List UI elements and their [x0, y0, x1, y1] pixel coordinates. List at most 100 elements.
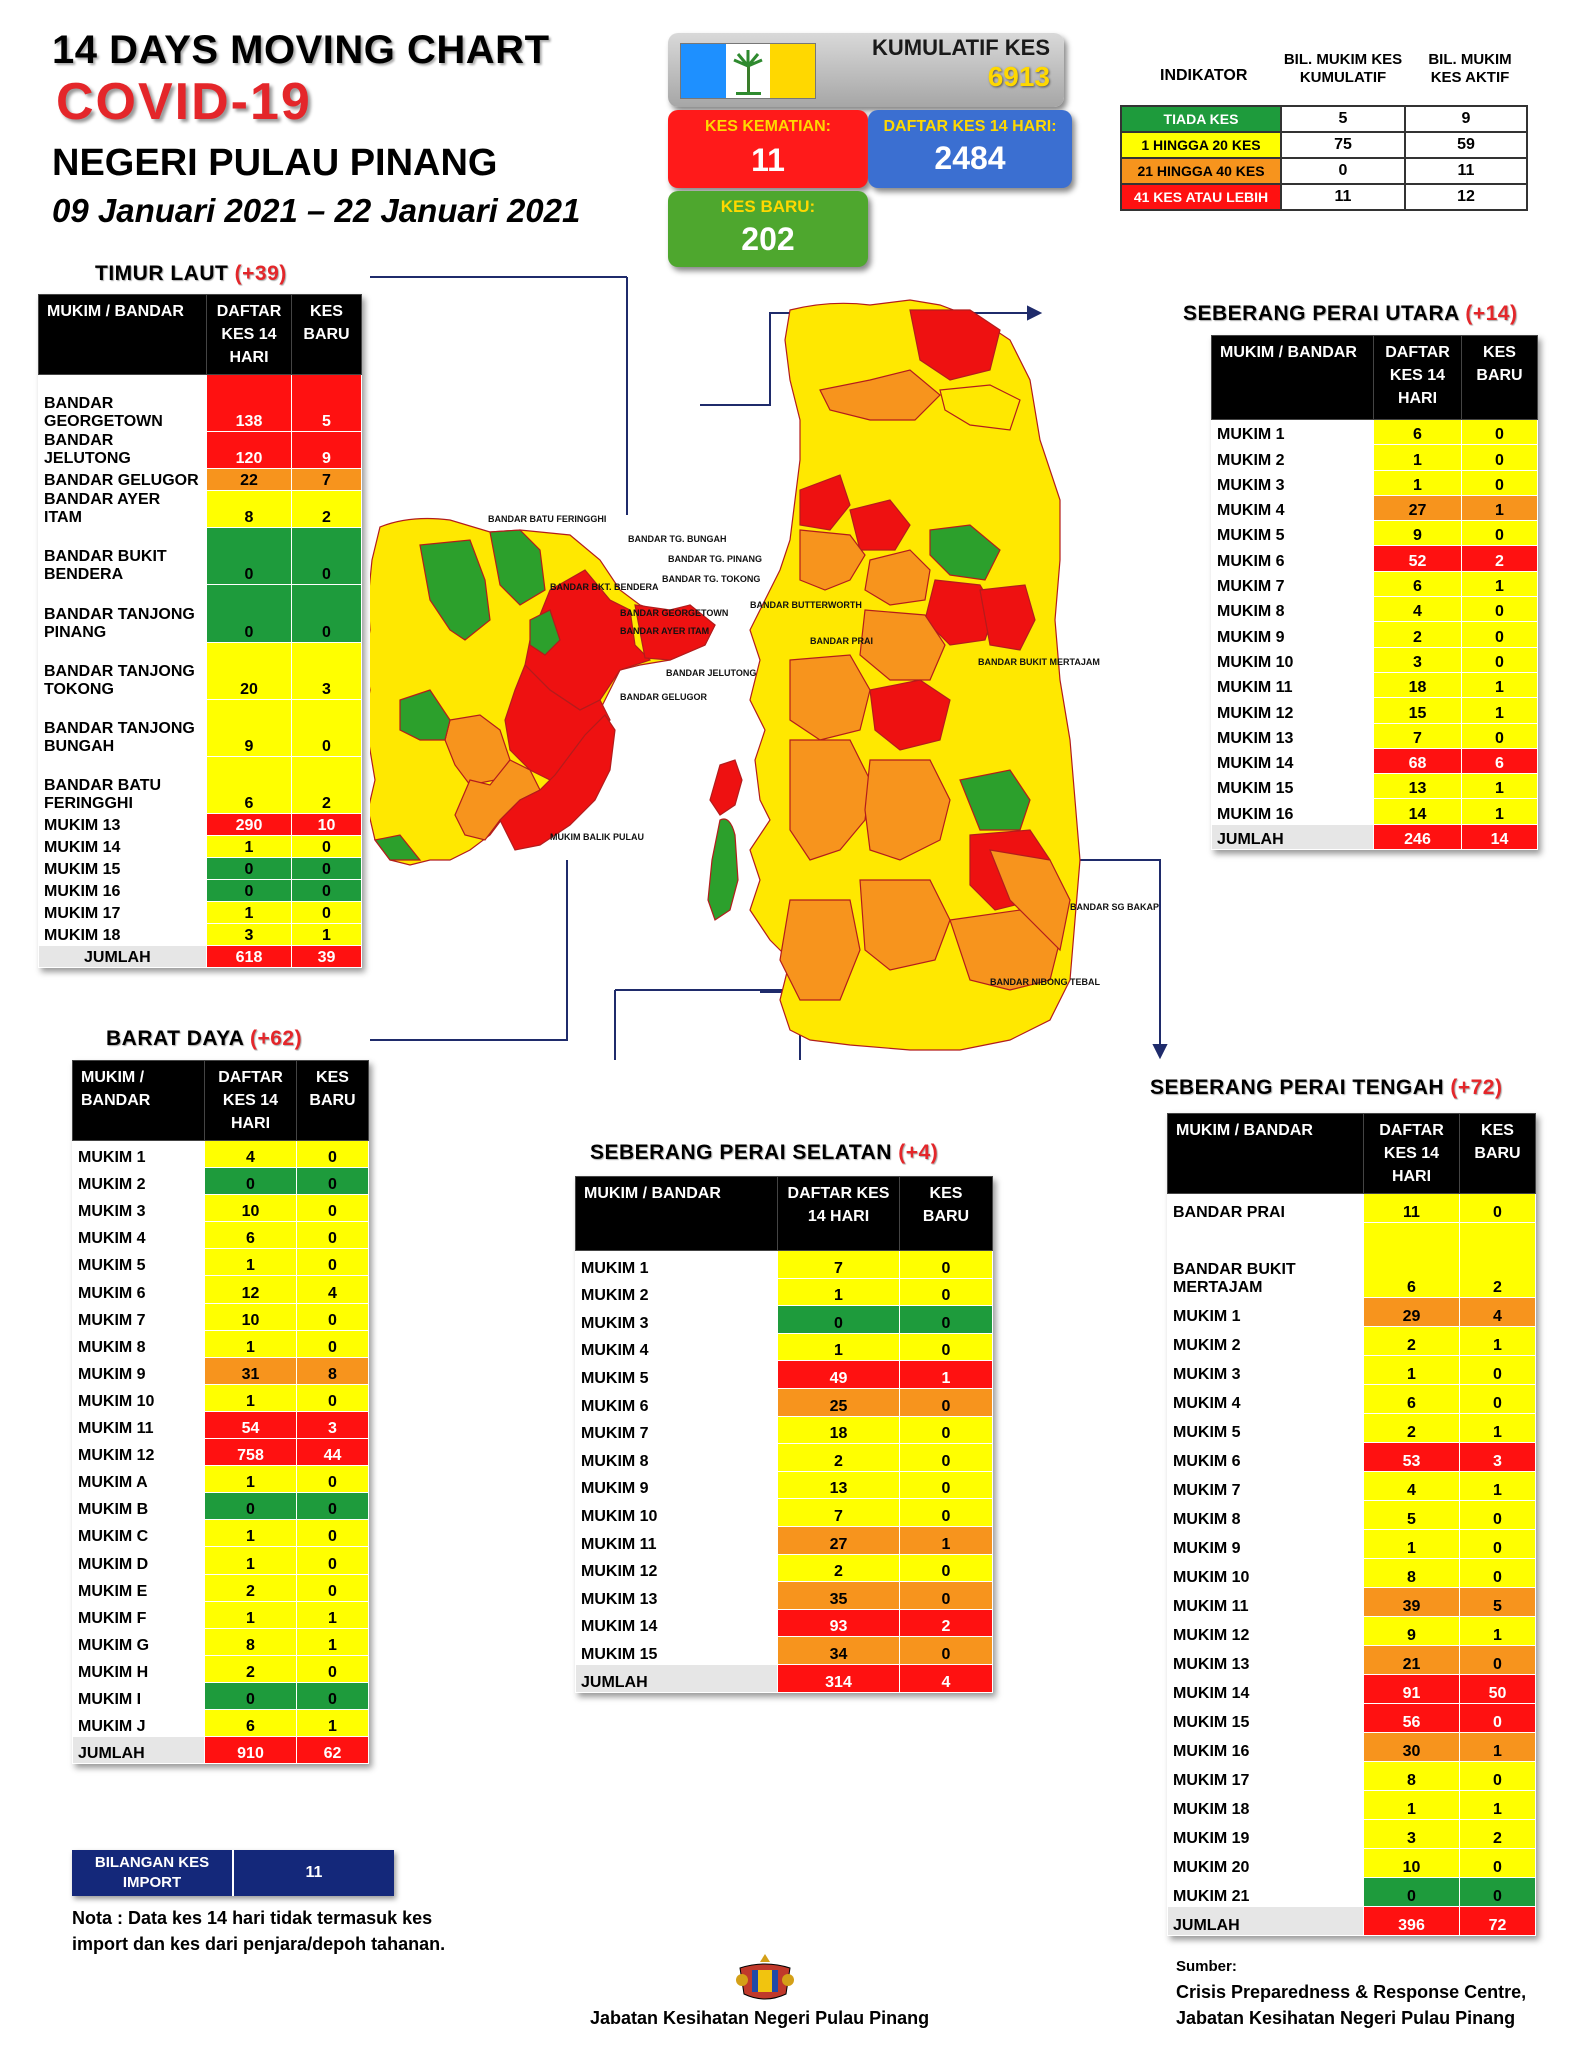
- barat-daya-count: (+62): [249, 1027, 303, 1050]
- table-header-baru: KES BARU: [1459, 1113, 1536, 1194]
- row-name: MUKIM 14: [1167, 1674, 1364, 1705]
- row-baru: 0: [1459, 1558, 1536, 1589]
- row-baru: 3: [296, 1410, 369, 1440]
- row-baru: 0: [291, 879, 362, 903]
- row-name: MUKIM 6: [72, 1275, 205, 1304]
- row-baru: 0: [296, 1194, 369, 1223]
- row-baru: 9: [291, 431, 362, 470]
- table-row: MUKIM 16 30 1: [1167, 1732, 1536, 1763]
- row-daftar: 6: [204, 1708, 297, 1738]
- total-label: JUMLAH: [1167, 1906, 1364, 1937]
- row-name: MUKIM 1: [1211, 418, 1374, 446]
- table-header-name: MUKIM / BANDAR: [1167, 1113, 1364, 1194]
- row-daftar: 8: [1363, 1761, 1460, 1792]
- timur-laut-table: MUKIM / BANDAR DAFTAR KES 14 HARI KES BARU…: [38, 294, 362, 969]
- row-name: BANDAR GELUGOR: [38, 468, 207, 492]
- row-name: MUKIM 7: [1211, 570, 1374, 598]
- row-daftar: 9: [1373, 520, 1462, 547]
- penang-island: [370, 517, 743, 866]
- table-row: MUKIM 15 13 1: [1211, 773, 1538, 800]
- row-baru: 0: [1461, 469, 1538, 496]
- row-daftar: 14: [1373, 798, 1462, 825]
- row-daftar: 9: [1363, 1616, 1460, 1647]
- row-daftar: 1: [1373, 469, 1462, 496]
- row-name: MUKIM 2: [575, 1277, 778, 1307]
- table-row: BANDAR PRAI 11 0: [1167, 1193, 1536, 1223]
- row-baru: 0: [1459, 1848, 1536, 1879]
- row-name: MUKIM 18: [38, 923, 207, 947]
- row-name: MUKIM 1: [575, 1250, 778, 1279]
- row-name: MUKIM 15: [575, 1636, 778, 1665]
- map-label-batu-feringghi: BANDAR BATU FERINGGHI: [488, 514, 606, 524]
- row-daftar: 0: [1363, 1877, 1460, 1908]
- spt-title: SEBERANG PERAI TENGAH (+72): [1150, 1076, 1502, 1100]
- kematian-label: KES KEMATIAN:: [705, 118, 831, 135]
- row-daftar: 4: [1363, 1471, 1460, 1502]
- total-row: JUMLAH 246 14: [1211, 823, 1538, 851]
- row-daftar: 18: [777, 1415, 900, 1445]
- total-label: JUMLAH: [575, 1663, 778, 1693]
- row-daftar: 758: [204, 1438, 297, 1467]
- row-daftar: 27: [1373, 494, 1462, 522]
- row-daftar: 31: [204, 1356, 297, 1385]
- barat-daya-title: BARAT DAYA (+62): [106, 1027, 302, 1051]
- row-baru: 0: [1461, 722, 1538, 749]
- row-daftar: 18: [1373, 671, 1462, 699]
- row-baru: 10: [291, 813, 362, 837]
- row-baru: 0: [1459, 1384, 1536, 1415]
- row-daftar: 12: [204, 1275, 297, 1304]
- row-name: BANDAR TANJONG PINANG: [38, 584, 207, 643]
- table-row: MUKIM 4 27 1: [1211, 494, 1538, 522]
- row-daftar: 0: [206, 584, 292, 643]
- row-daftar: 49: [777, 1360, 900, 1389]
- malaysia-crest-icon: [736, 1954, 794, 2000]
- row-daftar: 30: [1363, 1732, 1460, 1763]
- row-baru: 5: [291, 373, 362, 433]
- row-baru: 50: [1459, 1674, 1536, 1705]
- total-baru: 14: [1461, 823, 1538, 851]
- row-name: MUKIM 20: [1167, 1848, 1364, 1879]
- table-row: BANDAR GELUGOR 22 7: [38, 468, 362, 492]
- indicator-label: TIADA KES: [1120, 105, 1282, 133]
- row-daftar: 1: [204, 1546, 297, 1575]
- row-baru: 0: [1459, 1355, 1536, 1386]
- row-name: MUKIM 14: [38, 835, 207, 859]
- row-baru: 0: [296, 1383, 369, 1412]
- map-label-tg-pinang: BANDAR TG. PINANG: [668, 554, 762, 564]
- table-row: BANDAR AYER ITAM 8 2: [38, 490, 362, 529]
- row-daftar: 10: [204, 1302, 297, 1331]
- indicator-aktif: 9: [1404, 105, 1528, 133]
- row-name: MUKIM 14: [1211, 747, 1374, 775]
- row-baru: 0: [296, 1654, 369, 1683]
- row-baru: 0: [291, 698, 362, 757]
- table-header-daftar: DAFTAR KES 14 HARI: [1363, 1113, 1460, 1194]
- row-daftar: 2: [777, 1443, 900, 1472]
- table-row: MUKIM 14 68 6: [1211, 747, 1538, 775]
- table-row: BANDAR JELUTONG 120 9: [38, 431, 362, 470]
- table-header-name: MUKIM / BANDAR: [72, 1060, 205, 1141]
- daftar14-label: DAFTAR KES 14 HARI:: [883, 118, 1057, 135]
- row-daftar: 6: [204, 1221, 297, 1250]
- row-daftar: 25: [777, 1387, 900, 1417]
- spt-count: (+72): [1450, 1076, 1503, 1099]
- map-label-jelutong: BANDAR JELUTONG: [666, 668, 756, 678]
- row-name: MUKIM J: [72, 1708, 205, 1738]
- row-baru: 0: [899, 1581, 993, 1610]
- spu-count: (+14): [1465, 302, 1518, 325]
- row-daftar: 10: [204, 1194, 297, 1223]
- sps-title: SEBERANG PERAI SELATAN (+4): [590, 1141, 938, 1165]
- map-labels: BANDAR BATU FERINGGHI BANDAR TG. BUNGAH …: [488, 514, 1159, 987]
- row-name: MUKIM 7: [575, 1415, 778, 1445]
- row-baru: 1: [1461, 773, 1538, 800]
- row-daftar: 20: [206, 641, 292, 700]
- row-baru: 0: [296, 1221, 369, 1250]
- row-daftar: 54: [204, 1410, 297, 1440]
